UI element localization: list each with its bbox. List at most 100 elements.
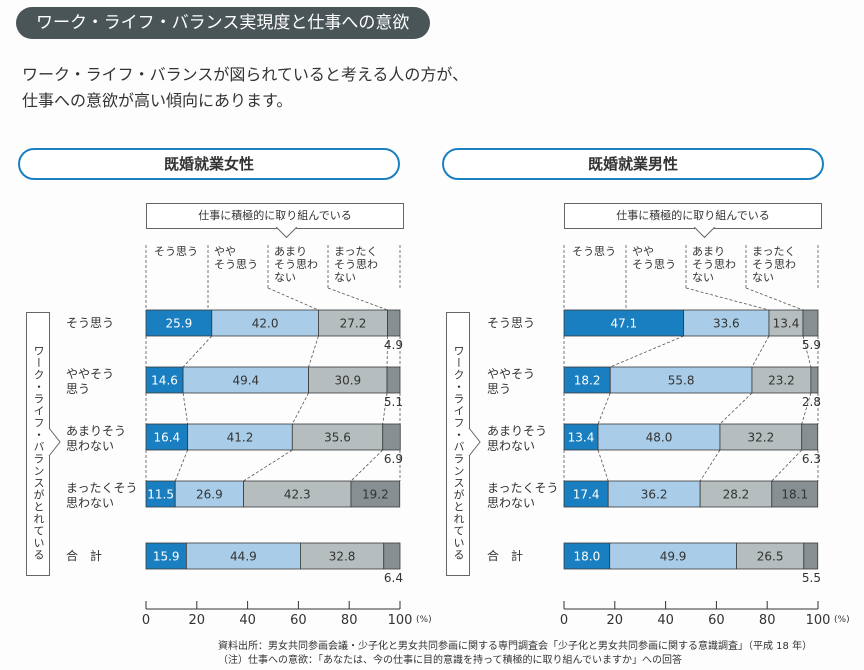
- row-label-line: 思わない: [66, 496, 115, 510]
- bar-value-label: 47.1: [610, 317, 637, 331]
- bar-segment: [145, 366, 184, 394]
- x-tick-label: 100: [806, 613, 831, 628]
- column-label-line: まったく: [334, 245, 378, 258]
- column-label-line: そう思う: [632, 258, 676, 271]
- column-label-line: そう思わ: [752, 258, 796, 271]
- side-bracket: [26, 312, 50, 576]
- bar-segment: [300, 542, 385, 570]
- bar-value-label: 27.2: [340, 317, 367, 331]
- bar-value-label: 33.6: [713, 317, 740, 331]
- bar-value-label: 18.2: [574, 374, 601, 388]
- bar-value-label: 49.9: [660, 550, 687, 564]
- bar-value-label: 6.9: [384, 452, 403, 466]
- bar-value-label: 13.4: [568, 431, 595, 445]
- bar-value-label: 41.2: [227, 431, 254, 445]
- bar-segment: [609, 542, 737, 570]
- connector-line: [610, 335, 684, 368]
- column-label-line: ない: [274, 271, 296, 284]
- row-label-line: 思わない: [66, 439, 115, 453]
- connector-line: [801, 392, 812, 425]
- bar-value-label: 5.5: [802, 571, 821, 585]
- bar-value-label: 11.5: [147, 488, 174, 502]
- row-label-line: まったくそう: [66, 481, 138, 495]
- column-label-line: やや: [632, 245, 654, 258]
- bar-segment: [291, 423, 384, 451]
- column-label-line: そう思う: [572, 245, 616, 258]
- bar-segment: [243, 480, 352, 508]
- bar-value-label: 19.2: [362, 488, 389, 502]
- column-label-line: あまり: [274, 245, 307, 258]
- guide-line: [327, 287, 388, 311]
- row-label-line: 合 計: [66, 549, 103, 563]
- x-tick-label: 40: [657, 613, 674, 628]
- bar-value-label: 32.8: [329, 550, 356, 564]
- x-tick-label: 0: [560, 613, 568, 628]
- bar-segment: [563, 309, 685, 337]
- bar-value-label: 32.2: [747, 431, 774, 445]
- bar-segment: [609, 366, 753, 394]
- bar-value-label: 4.9: [384, 338, 403, 352]
- bar-value-label: 15.9: [153, 550, 180, 564]
- column-label: やや そう思う: [214, 245, 258, 271]
- connector-line: [386, 335, 388, 368]
- bar-value-label: 6.4: [384, 571, 403, 585]
- row-label-line: あまりそう: [487, 424, 548, 438]
- column-label: まったく そう思わ ない: [752, 245, 796, 284]
- bar-value-label: 6.3: [802, 452, 821, 466]
- bar-segment: [308, 366, 388, 394]
- side-label: ワーク・ライフ・バランスがとれている: [32, 345, 45, 561]
- x-tick-label: 80: [341, 613, 358, 628]
- bar-segment: [563, 480, 609, 508]
- row-label-line: 合 計: [487, 549, 524, 563]
- bar-segment: [174, 480, 244, 508]
- bar-value-label: 44.9: [230, 550, 257, 564]
- bar-segment: [802, 309, 819, 337]
- bar-segment: [736, 542, 805, 570]
- side-label: ワーク・ライフ・バランスがとれている: [452, 345, 465, 561]
- row-label: ややそう 思う: [66, 367, 114, 397]
- column-label: そう思う: [154, 245, 198, 258]
- column-label: まったく そう思わ ない: [334, 245, 378, 284]
- bar-segment: [810, 366, 819, 394]
- bar-segment: [382, 423, 401, 451]
- bar-value-label: 17.4: [573, 488, 600, 502]
- bar-segment: [145, 480, 176, 508]
- page-title: ワーク・ライフ・バランス実現度と仕事への意欲: [16, 7, 430, 39]
- connector-line: [699, 449, 721, 482]
- x-axis-unit: (%): [834, 615, 850, 625]
- lead-text: ワーク・ライフ・バランスが図られていると考える人の方が、 仕事への意欲が高い傾向…: [22, 62, 468, 114]
- row-label: あまりそう 思わない: [487, 424, 547, 454]
- bar-segment: [699, 480, 773, 508]
- bar-segment: [145, 423, 189, 451]
- column-label: あまり そう思わ ない: [692, 245, 736, 284]
- x-tick-label: 40: [239, 613, 256, 628]
- bar-value-label: 18.1: [781, 488, 808, 502]
- bar-value-label: 36.2: [641, 488, 668, 502]
- bar-segment: [386, 366, 401, 394]
- connector-line: [802, 335, 812, 368]
- bar-segment: [768, 309, 804, 337]
- bar-segment: [182, 366, 309, 394]
- bar-segment: [719, 423, 803, 451]
- bar-segment: [563, 366, 611, 394]
- connector-line: [597, 449, 609, 482]
- lead-line-1: ワーク・ライフ・バランスが図られていると考える人の方が、: [22, 65, 469, 84]
- row-label-line: まったくそう: [487, 481, 559, 495]
- column-label-line: まったく: [752, 245, 796, 258]
- bar-segment: [771, 480, 819, 508]
- row-label-line: 思う: [66, 382, 91, 396]
- row-label-line: 思わない: [487, 496, 536, 510]
- bar-segment: [387, 309, 401, 337]
- connector-line: [243, 449, 293, 482]
- bar-segment: [607, 480, 701, 508]
- bar-segment: [683, 309, 770, 337]
- connector-line: [751, 335, 770, 368]
- x-tick-label: 20: [189, 613, 206, 628]
- panel-title-women: 既婚就業女性: [18, 148, 400, 180]
- bar-segment: [350, 480, 401, 508]
- bar-value-label: 18.0: [574, 550, 601, 564]
- row-label: まったくそう 思わない: [66, 481, 138, 511]
- bar-value-label: 2.8: [802, 395, 821, 409]
- bar-value-label: 55.8: [668, 374, 695, 388]
- column-label-line: そう思う: [154, 245, 198, 258]
